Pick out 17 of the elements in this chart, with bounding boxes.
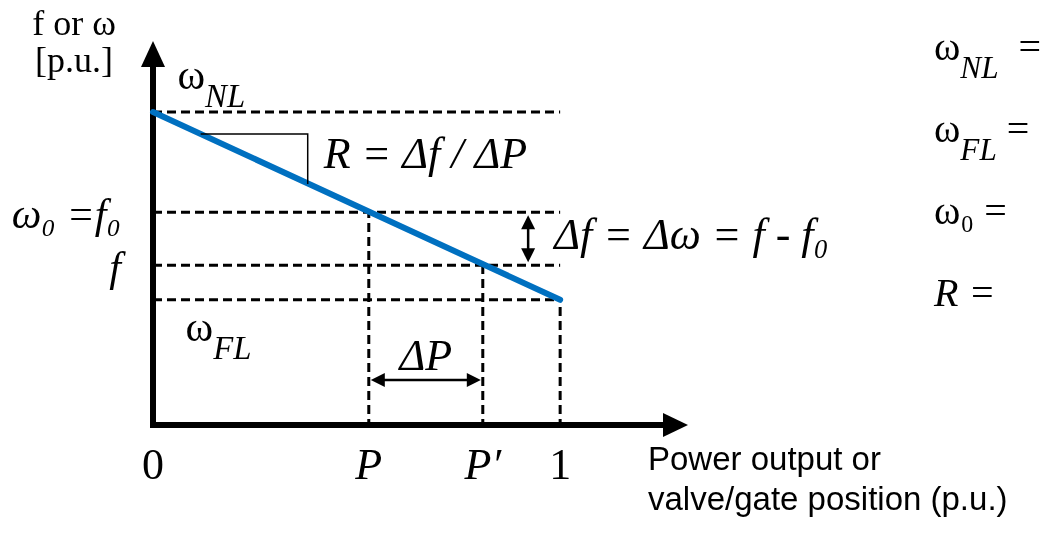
- text: ω$_{FL}$ =: [934, 106, 1030, 167]
- annotation: ω$_{NL}$: [177, 52, 246, 114]
- x-tick-label: P′: [463, 440, 503, 489]
- annotation: Δf = Δω = f - f₀: [552, 209, 829, 259]
- text: ω$_{NL}$ =: [934, 24, 1042, 85]
- y-axis-title: f or ω [p.u.]: [32, 3, 116, 80]
- annotation: R = Δf / ΔP: [322, 128, 528, 178]
- annotation: ω$_{FL}$: [185, 303, 252, 366]
- annotation: ΔP: [397, 331, 453, 380]
- text: ω₀ =: [934, 188, 1007, 233]
- x-axis-title: Power output or valve/gate position (p.u.): [648, 440, 1008, 517]
- text: R =: [933, 270, 996, 315]
- x-tick-label: 0: [142, 440, 164, 489]
- x-tick-label: P: [354, 440, 383, 489]
- x-tick-label: 1: [549, 440, 572, 489]
- ref-line-label: ω₀ =f₀: [11, 191, 121, 238]
- ref-line-label: f: [109, 244, 127, 291]
